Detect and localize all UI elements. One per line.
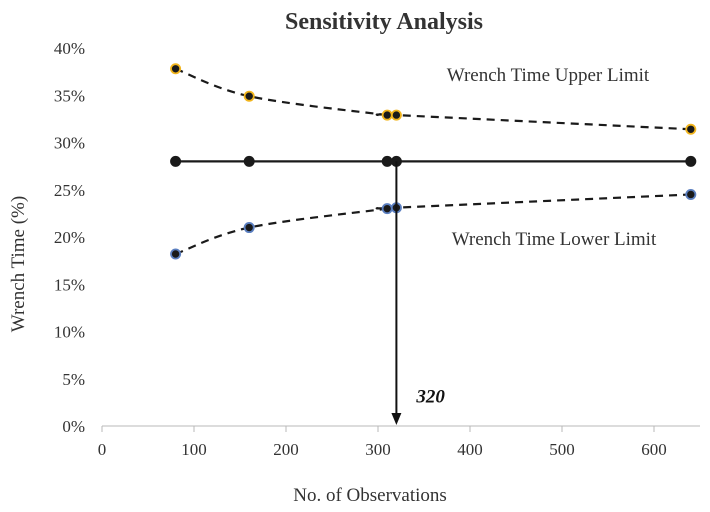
x-tick-label: 400 (457, 440, 483, 459)
y-tick-label: 20% (54, 228, 85, 247)
arrow-label: 320 (415, 386, 445, 407)
series-0-point (381, 109, 393, 121)
axes: 0% 5% 10% 15% 20% 25% 30% 35% 40% 0 100 200 300 400 50… (54, 39, 700, 459)
series-0-point (685, 123, 697, 135)
annotation-layer: Wrench Time Upper Limit Wrench Time Lowe… (391, 65, 657, 425)
series-0-point (170, 63, 182, 75)
y-tick-label: 15% (54, 275, 85, 294)
lower-limit-label: Wrench Time Lower Limit (452, 229, 657, 250)
y-tick-label: 5% (62, 370, 85, 389)
series-1-point (170, 155, 182, 167)
series-layer (170, 63, 697, 260)
series-0-point (390, 109, 402, 121)
series-1-point (243, 155, 255, 167)
y-tick-label: 40% (54, 39, 85, 58)
series-2-point (243, 222, 255, 234)
y-axis-label: Wrench Time (%) (8, 196, 29, 332)
x-tick-label: 100 (181, 440, 207, 459)
series-1-point (381, 155, 393, 167)
y-tick-label: 35% (54, 86, 85, 105)
y-tick-label: 25% (54, 181, 85, 200)
series-2-point (170, 248, 182, 260)
series-2-point (685, 188, 697, 200)
upper-limit-label: Wrench Time Upper Limit (447, 65, 650, 86)
series-2-point (381, 203, 393, 215)
chart-title: Sensitivity Analysis (285, 9, 483, 35)
x-tick-label: 200 (273, 440, 299, 459)
series-0-point (243, 90, 255, 102)
x-tick-label: 0 (98, 440, 107, 459)
y-tick-label: 0% (62, 417, 85, 436)
x-tick-label: 600 (641, 440, 667, 459)
series-1-point (685, 155, 697, 167)
y-tick-label: 30% (54, 134, 85, 153)
arrow-head (391, 413, 402, 425)
x-tick-label: 300 (365, 440, 391, 459)
y-tick-label: 10% (54, 323, 85, 342)
x-tick-label: 500 (549, 440, 575, 459)
x-axis-label: No. of Observations (293, 485, 447, 506)
